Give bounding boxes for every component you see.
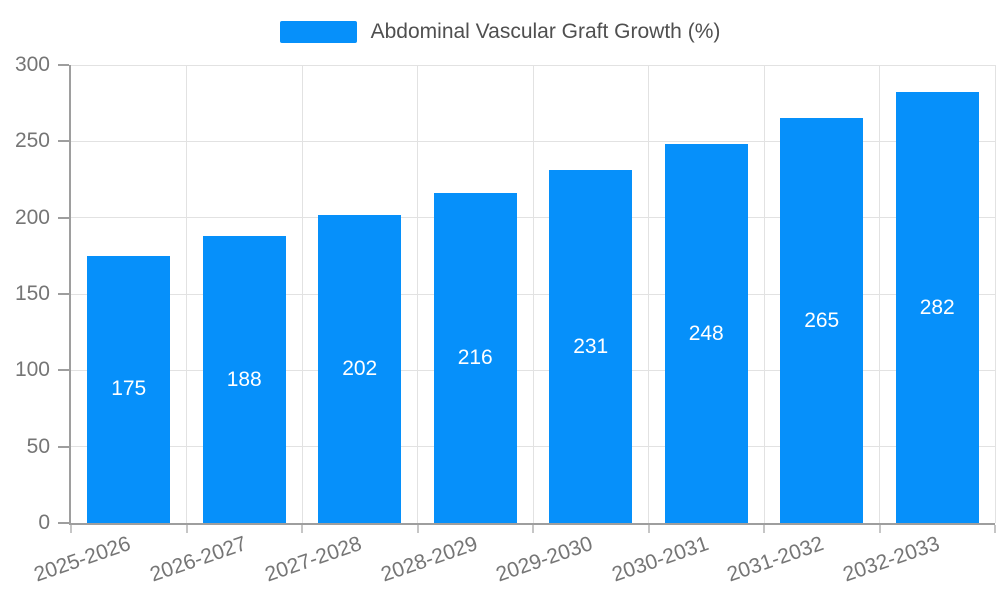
legend-item[interactable]: Abdominal Vascular Graft Growth (%) <box>0 20 1000 44</box>
x-axis-tick <box>301 525 303 533</box>
gridline-vertical <box>994 65 996 523</box>
y-axis-tick <box>58 64 69 66</box>
bar-value-label: 188 <box>226 367 262 391</box>
x-tick-label: 2032-2033 <box>839 532 943 587</box>
bar: 231 <box>549 170 633 523</box>
bar-value-label: 282 <box>919 295 955 319</box>
bar-value-label: 175 <box>111 377 147 401</box>
bar: 216 <box>433 193 517 523</box>
gridline-vertical <box>763 65 765 523</box>
y-tick-label: 250 <box>14 129 50 153</box>
bar-value-label: 265 <box>804 308 840 332</box>
bar: 202 <box>318 214 402 523</box>
legend-swatch-icon <box>279 21 357 43</box>
x-tick-label: 2029-2030 <box>493 532 596 587</box>
gridline-vertical <box>186 65 187 523</box>
bar: 282 <box>895 92 979 523</box>
bar: 248 <box>664 144 748 523</box>
bar-value-label: 231 <box>573 334 609 358</box>
x-axis-tick <box>994 525 996 533</box>
x-tick-label: 2027-2028 <box>262 532 365 587</box>
x-axis-tick <box>70 525 72 533</box>
plot-area: 175 188 202 216 231 248 265 282 <box>58 64 996 533</box>
x-axis-tick <box>878 525 881 533</box>
y-tick-label: 100 <box>14 358 50 382</box>
y-tick-label: 150 <box>14 282 50 305</box>
legend-label: Abdominal Vascular Graft Growth (%) <box>370 20 721 43</box>
gridline-vertical <box>301 65 303 523</box>
x-axis-tick <box>763 525 765 533</box>
bar-value-label: 216 <box>457 346 493 370</box>
y-axis-tick <box>58 445 69 448</box>
y-axis-tick <box>58 522 69 524</box>
gridline-vertical <box>648 65 649 523</box>
gridline-vertical <box>417 65 418 523</box>
bar: 265 <box>780 118 864 523</box>
x-tick-label: 2025-2026 <box>31 532 134 587</box>
x-tick-label: 2031-2032 <box>724 532 827 587</box>
y-tick-label: 50 <box>26 434 50 458</box>
y-tick-label: 0 <box>38 511 50 534</box>
y-tick-label: 300 <box>14 53 50 76</box>
x-tick-label: 2030-2031 <box>608 532 712 587</box>
y-axis-tick <box>58 369 69 372</box>
bar-value-label: 248 <box>688 321 724 345</box>
x-axis-tick <box>532 525 534 533</box>
x-axis-tick <box>416 525 419 533</box>
x-axis-tick <box>185 525 188 533</box>
y-tick-label: 200 <box>14 205 50 229</box>
y-axis-tick <box>58 293 69 295</box>
bar-value-label: 202 <box>342 356 378 380</box>
x-axis-tick <box>647 525 650 533</box>
x-tick-label: 2028-2029 <box>377 532 481 587</box>
y-axis-tick <box>58 140 69 143</box>
x-tick-label: 2026-2027 <box>146 532 250 587</box>
bar: 188 <box>202 236 286 523</box>
y-axis-tick <box>58 216 69 219</box>
bar: 175 <box>87 255 171 523</box>
gridline-vertical <box>532 65 534 523</box>
gridline-vertical <box>879 65 880 523</box>
